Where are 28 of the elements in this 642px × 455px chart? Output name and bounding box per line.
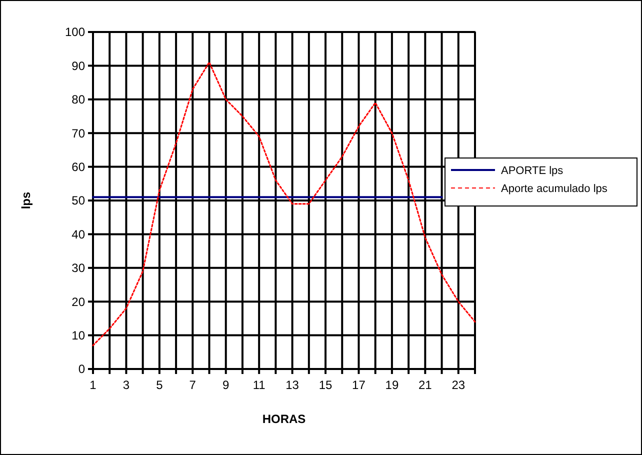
x-tick-label: 5 — [156, 378, 164, 392]
y-tick-label: 90 — [72, 58, 86, 73]
legend-label: Aporte acumulado lps — [501, 182, 608, 195]
y-tick-label: 50 — [72, 194, 86, 208]
line-series — [92, 62, 476, 346]
y-tick-label: 10 — [72, 328, 86, 342]
x-tick-label: 17 — [352, 378, 366, 392]
x-tick-label: 21 — [418, 378, 432, 392]
x-tick-label: 15 — [318, 378, 333, 392]
y-tick-label: 40 — [72, 227, 86, 242]
legend-label: APORTE lps — [501, 164, 564, 177]
x-tick-label: 3 — [122, 378, 130, 392]
x-axis-title: HORAS — [262, 412, 306, 426]
y-tick-label: 100 — [64, 25, 86, 40]
x-tick-label: 13 — [286, 378, 300, 392]
y-axis-title: lps — [19, 192, 33, 210]
y-tick-label: 60 — [72, 160, 86, 174]
x-tick-label: 11 — [252, 378, 266, 392]
x-tick-label: 7 — [189, 378, 196, 392]
x-tick-label: 9 — [222, 378, 230, 392]
y-tick-label: 30 — [72, 261, 86, 276]
x-tick-label: 1 — [90, 378, 97, 392]
x-tick-label: 19 — [385, 378, 399, 392]
y-tick-label: 80 — [72, 92, 86, 107]
y-tick-label: 20 — [72, 294, 86, 309]
y-tick-label: 70 — [72, 126, 86, 140]
y-tick-label: 0 — [78, 362, 86, 376]
x-tick-label: 23 — [452, 378, 466, 392]
